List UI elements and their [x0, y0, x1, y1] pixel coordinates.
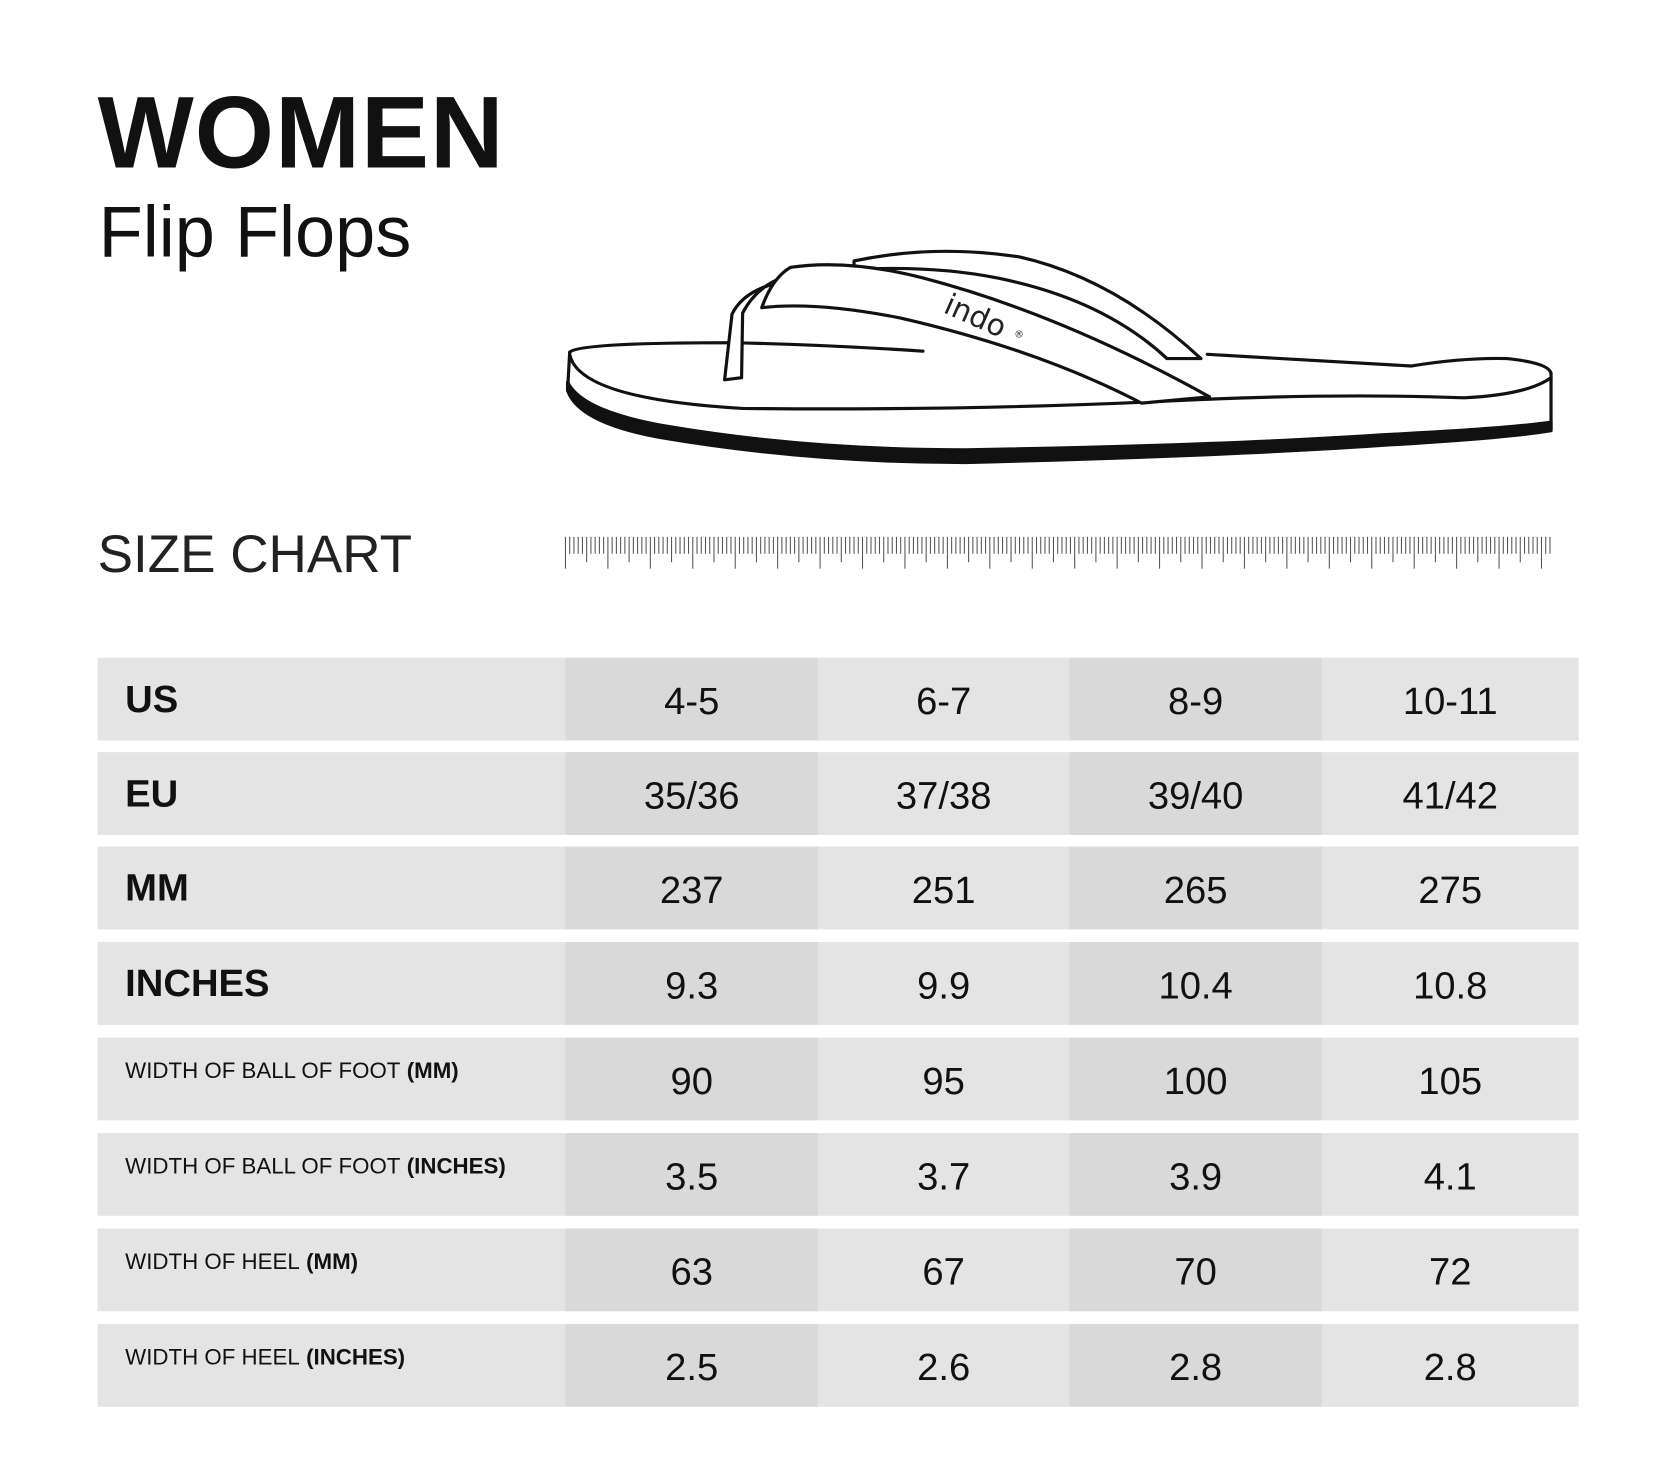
- table-cell: 265: [1069, 846, 1322, 930]
- table-cell: 2.8: [1069, 1324, 1322, 1407]
- size-chart-label: SIZE CHART: [97, 524, 412, 584]
- table-cell: 37/38: [895, 773, 992, 817]
- table-cell: 105: [1418, 1058, 1483, 1103]
- far-strap: [852, 249, 1203, 361]
- row-label-unit: (MM): [306, 1249, 359, 1275]
- footbed-top: [568, 341, 925, 354]
- row-label: EU: [98, 752, 566, 835]
- row-label: INCHES: [98, 942, 566, 1025]
- table-cell: 95: [922, 1058, 965, 1103]
- table-cell: 9.9: [917, 963, 971, 1007]
- row-label-unit: (INCHES): [306, 1345, 406, 1370]
- table-cell: 10-11: [1402, 678, 1498, 723]
- table-cell: 3.5: [565, 1133, 818, 1216]
- table-cell: 4.1: [1423, 1154, 1477, 1198]
- page-subtitle: Flip Flops: [98, 192, 412, 273]
- table-cell: 10.4: [1069, 942, 1322, 1025]
- row-label-text: WIDTH OF BALL OF FOOT: [125, 1058, 401, 1084]
- table-cell: 3.9: [1069, 1133, 1322, 1216]
- table-cell: 2.5: [565, 1324, 818, 1407]
- table-row: WIDTH OF BALL OF FOOT (MM) 90 95 100 105: [97, 1037, 1579, 1121]
- table-cell: 70: [1069, 1228, 1322, 1312]
- table-cell: 9.3: [565, 942, 818, 1025]
- table-cell: 4-5: [565, 657, 818, 741]
- page-title: WOMEN: [97, 76, 505, 190]
- table-cell: 63: [565, 1228, 818, 1312]
- table-row: INCHES 9.3 9.9 10.4 10.8: [97, 942, 1579, 1025]
- row-label-unit: (MM): [406, 1058, 459, 1084]
- row-label: WIDTH OF BALL OF FOOT (INCHES): [98, 1133, 566, 1216]
- footbed-heel: [1205, 352, 1553, 376]
- table-cell: 3.7: [917, 1154, 971, 1198]
- row-label-text: INCHES: [125, 961, 270, 1005]
- row-label: US: [98, 658, 566, 741]
- table-row: WIDTH OF HEEL (INCHES) 2.5 2.6 2.8 2.8: [97, 1324, 1579, 1407]
- row-label: WIDTH OF HEEL (MM): [98, 1229, 566, 1312]
- footbed-edge: [568, 352, 1553, 411]
- table-cell: 2.6: [917, 1345, 971, 1389]
- row-label: WIDTH OF BALL OF FOOT (MM): [98, 1038, 566, 1121]
- table-cell: 35/36: [565, 752, 818, 835]
- table-row: WIDTH OF BALL OF FOOT (INCHES) 3.5 3.7 3.9 4.…: [97, 1133, 1579, 1216]
- brand-strap: [760, 263, 1212, 405]
- row-label-text: WIDTH OF HEEL: [125, 1249, 300, 1275]
- row-label-text: EU: [125, 771, 179, 815]
- table-cell: 67: [922, 1249, 965, 1294]
- row-label-unit: (INCHES): [406, 1154, 506, 1179]
- table-cell: 41/42: [1402, 773, 1499, 817]
- row-label-text: WIDTH OF HEEL: [125, 1345, 300, 1370]
- sole-bottom: [565, 380, 1553, 465]
- table-cell: 72: [1428, 1249, 1472, 1294]
- table-cell: 100: [1069, 1037, 1322, 1121]
- table-cell: 10.8: [1413, 963, 1488, 1007]
- table-row: US 4-5 6-7 8-9 10-11: [97, 657, 1579, 741]
- table-cell: 90: [565, 1037, 818, 1121]
- row-label-text: MM: [125, 865, 189, 910]
- row-label-text: WIDTH OF BALL OF FOOT: [125, 1154, 401, 1179]
- ruler-scale: [564, 536, 1551, 569]
- row-label-text: US: [125, 676, 179, 721]
- table-cell: 8-9: [1069, 657, 1322, 741]
- registered-mark: ®: [1014, 329, 1024, 340]
- flip-flop-drawing: [565, 249, 1553, 465]
- row-label: MM: [98, 847, 566, 930]
- table-cell: 251: [911, 867, 976, 912]
- table-cell: 2.8: [1423, 1345, 1477, 1389]
- table-row: EU 35/36 37/38 39/40 41/42: [97, 752, 1579, 835]
- row-label: WIDTH OF HEEL (INCHES): [98, 1324, 566, 1407]
- table-cell: 6-7: [916, 678, 972, 723]
- table-cell: 39/40: [1069, 752, 1322, 835]
- table-cell: 237: [565, 846, 818, 930]
- table-row: WIDTH OF HEEL (MM) 63 67 70 72: [97, 1228, 1579, 1312]
- table-row: MM 237 251 265 275: [97, 846, 1579, 930]
- table-cell: 275: [1418, 867, 1483, 912]
